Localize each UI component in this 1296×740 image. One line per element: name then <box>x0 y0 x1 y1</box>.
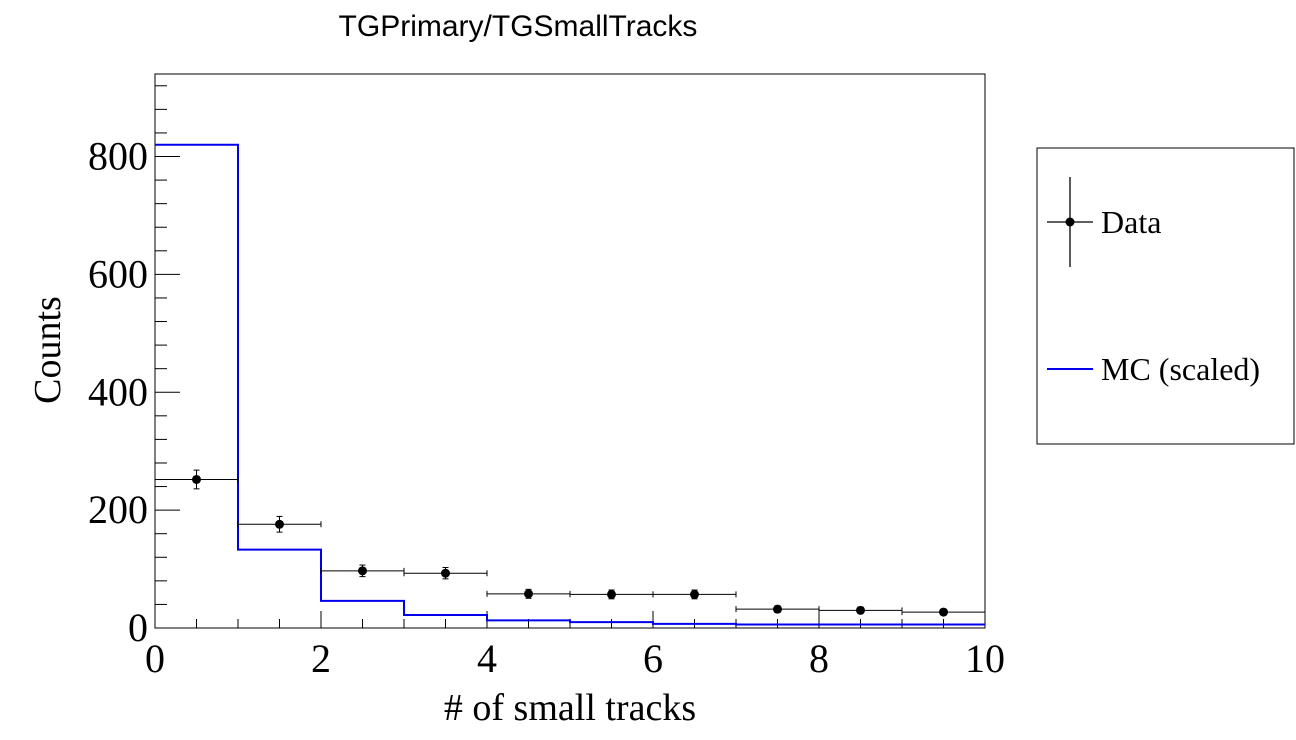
data-point <box>652 589 737 600</box>
legend-label-mc: MC (scaled) <box>1101 351 1260 387</box>
data-point <box>320 564 405 578</box>
x-tick-label: 6 <box>643 636 663 681</box>
data-marker <box>690 589 699 599</box>
legend-label-data: Data <box>1101 204 1161 240</box>
mc-step-line <box>155 143 985 626</box>
data-marker <box>275 519 284 529</box>
data-point <box>901 607 986 617</box>
y-axis-label: Counts <box>27 296 69 404</box>
legend: Data MC (scaled) <box>1036 147 1295 445</box>
legend-box <box>1036 147 1295 445</box>
data-marker <box>192 474 201 484</box>
data-point <box>237 515 322 533</box>
y-axis-tick-labels: 0 200 400 600 800 <box>88 134 148 650</box>
data-point <box>403 567 488 580</box>
data-point <box>569 589 654 600</box>
data-marker <box>773 604 782 614</box>
x-axis-tick-labels: 0 2 4 6 8 10 <box>145 636 1005 681</box>
data-series <box>154 469 986 617</box>
x-axis-label: # of small tracks <box>444 687 696 729</box>
data-marker <box>441 568 450 578</box>
data-marker <box>856 605 865 615</box>
data-marker <box>358 566 367 576</box>
chart-title: TGPrimary/TGSmallTracks <box>339 10 698 43</box>
plot-frame <box>154 73 986 629</box>
data-point <box>735 604 820 614</box>
legend-data-marker <box>1065 217 1075 227</box>
x-tick-label: 8 <box>809 636 829 681</box>
x-tick-label: 4 <box>477 636 497 681</box>
x-tick-label: 10 <box>965 636 1005 681</box>
y-tick-label: 600 <box>88 251 148 296</box>
data-point <box>154 469 239 490</box>
data-point <box>818 605 903 615</box>
mc-series <box>155 143 985 626</box>
data-point <box>486 588 571 599</box>
y-tick-label: 400 <box>88 369 148 414</box>
x-tick-label: 0 <box>145 636 165 681</box>
y-axis-ticks <box>155 85 180 629</box>
data-marker <box>524 589 533 599</box>
y-tick-label: 200 <box>88 487 148 532</box>
x-tick-label: 2 <box>311 636 331 681</box>
y-tick-label: 0 <box>128 605 148 650</box>
y-tick-label: 800 <box>88 134 148 179</box>
data-marker <box>939 607 948 617</box>
data-marker <box>607 589 616 599</box>
